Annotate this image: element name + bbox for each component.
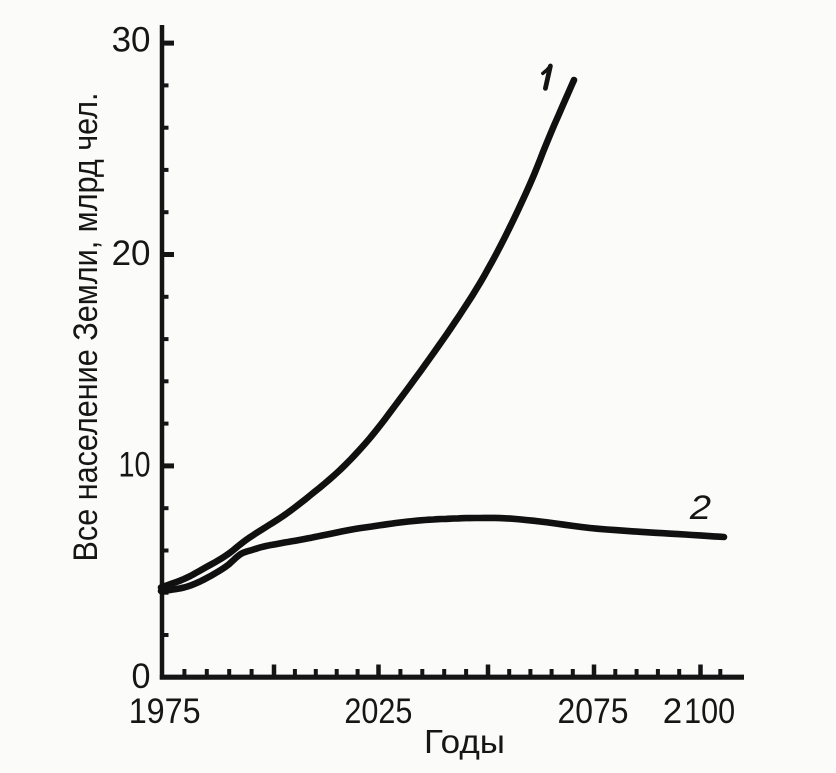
svg-text:0: 0 <box>132 657 151 696</box>
svg-text:Все население Земли, млрд чел.: Все население Земли, млрд чел. <box>67 93 105 562</box>
svg-text:2025: 2025 <box>344 692 412 731</box>
svg-text:20: 20 <box>112 234 151 273</box>
svg-text:100: 100 <box>684 692 735 731</box>
svg-text:2: 2 <box>663 692 682 731</box>
svg-text:10: 10 <box>119 446 151 485</box>
svg-text:2: 2 <box>689 488 711 527</box>
svg-text:Годы: Годы <box>424 723 505 760</box>
svg-text:2075: 2075 <box>558 692 629 731</box>
svg-text:1975: 1975 <box>129 692 201 731</box>
svg-text:30: 30 <box>112 21 151 60</box>
